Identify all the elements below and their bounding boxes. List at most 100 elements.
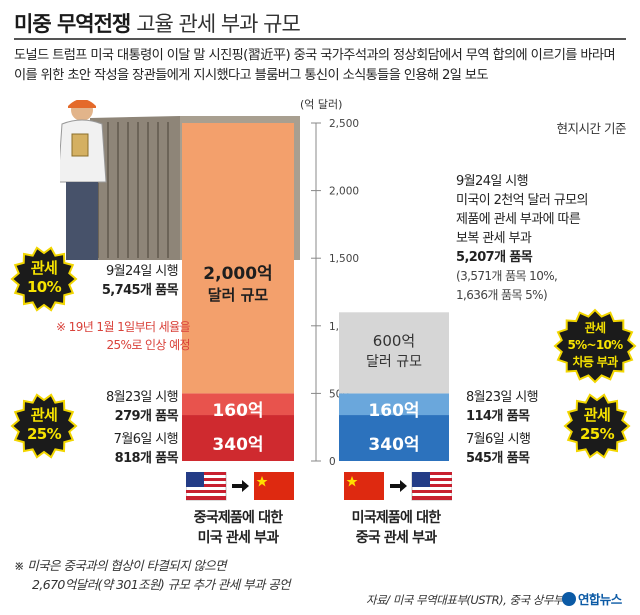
y-tick-label: 2,000 bbox=[329, 186, 359, 198]
bar-segment bbox=[339, 393, 449, 416]
arrow-right-icon bbox=[390, 480, 407, 492]
us-segment-2000-label: 2,000억 달러 규모 bbox=[182, 259, 294, 305]
cn-600-line1: 600억 bbox=[372, 332, 416, 350]
badge-us-25-line1: 관세 bbox=[30, 406, 58, 424]
us-2000-line2: 달러 규모 bbox=[207, 286, 269, 304]
cn-600-line2: 달러 규모 bbox=[366, 354, 422, 370]
cn-aug23-label: 8월23일 시행 114개 품목 bbox=[466, 388, 566, 426]
us-flag-icon bbox=[186, 472, 227, 501]
title-rule bbox=[14, 38, 626, 40]
cn-sep24-line1: 9월24일 시행 bbox=[456, 174, 529, 189]
y-tick-label: 2,500 bbox=[329, 118, 359, 130]
cn-340-text: 340억 bbox=[368, 435, 420, 455]
cn-sep24-line3: 제품에 관세 부과에 따른 bbox=[456, 212, 581, 227]
bars bbox=[182, 123, 449, 461]
us-caption-line1: 중국제품에 대한 bbox=[193, 510, 283, 526]
badge-cn-25: 관세 25% bbox=[563, 392, 631, 460]
us-jul6-label: 7월6일 시행 818개 품목 bbox=[88, 430, 179, 468]
title-sub: 고율 관세 부과 규모 bbox=[136, 12, 301, 36]
badge-cn-var-line2: 5%~10% bbox=[567, 338, 624, 352]
badge-cn-25-line2: 25% bbox=[579, 425, 615, 443]
unit-label: (억 달러) bbox=[300, 98, 343, 111]
us-aug23-date: 8월23일 시행 bbox=[106, 390, 179, 405]
us-sep24-items: 5,745개 품목 bbox=[101, 283, 179, 298]
cn-segment-340-label: 340억 bbox=[339, 430, 449, 455]
badge-us-10-line1: 관세 bbox=[30, 259, 58, 277]
badge-cn-var-line1: 관세 bbox=[584, 321, 606, 335]
cn-jul6-date: 7월6일 시행 bbox=[466, 432, 531, 447]
us-segment-160-label: 160억 bbox=[182, 396, 294, 421]
badge-us-25-line2: 25% bbox=[26, 425, 62, 443]
us-aug23-label: 8월23일 시행 279개 품목 bbox=[88, 388, 179, 426]
us-sep24-date: 9월24일 시행 bbox=[106, 264, 179, 279]
us-sep24-label: 9월24일 시행 5,745개 품목 bbox=[88, 262, 179, 300]
y-tick-label: 0 bbox=[329, 456, 336, 468]
badge-burst-shape bbox=[10, 393, 78, 459]
badge-burst-shape bbox=[553, 308, 637, 384]
us-caption: 중국제품에 대한 미국 관세 부과 bbox=[168, 508, 308, 548]
cn-160-text: 160억 bbox=[368, 401, 420, 421]
us-to-china-flags bbox=[186, 472, 294, 501]
cn-segment-160-label: 160억 bbox=[339, 396, 449, 421]
cn-jul6-items: 545개 품목 bbox=[466, 451, 530, 466]
cn-segment-600-label: 600억 달러 규모 bbox=[339, 330, 449, 371]
cn-caption: 미국제품에 대한 중국 관세 부과 bbox=[326, 508, 466, 548]
bar-segment bbox=[339, 312, 449, 394]
cn-sep24-line4: 보복 관세 부과 bbox=[456, 231, 532, 246]
worker-helmet bbox=[68, 100, 96, 108]
worker-pants bbox=[66, 182, 98, 260]
arrow-right-icon bbox=[232, 480, 249, 492]
y-tick-label: 1,500 bbox=[329, 253, 359, 265]
footnote-line2: 2,670억달러(약 301조원) 규모 추가 관세 부과 공언 bbox=[32, 577, 291, 592]
cn-aug23-date: 8월23일 시행 bbox=[466, 390, 539, 405]
yonhap-logo: 연합뉴스 bbox=[562, 589, 622, 608]
us-caption-line2: 미국 관세 부과 bbox=[197, 530, 279, 546]
badge-burst-shape bbox=[10, 246, 78, 312]
description: 도널드 트럼프 미국 대통령이 이달 말 시진핑(習近平) 중국 국가주석과의 … bbox=[14, 48, 616, 83]
title-main: 미중 무역전쟁 bbox=[14, 12, 131, 36]
cn-caption-line1: 미국제품에 대한 bbox=[351, 510, 441, 526]
cn-caption-line2: 중국 관세 부과 bbox=[355, 530, 437, 546]
bar-segment bbox=[182, 123, 294, 394]
us-aug23-items: 279개 품목 bbox=[114, 409, 179, 424]
cn-sep24-line6: (3,571개 품목 10%, bbox=[456, 269, 558, 283]
us-flag-icon bbox=[411, 472, 452, 501]
bar-segment bbox=[339, 415, 449, 461]
us-160-text: 160억 bbox=[212, 401, 264, 421]
us-rate-note: ※ 19년 1월 1일부터 세율을 25%로 인상 예정 bbox=[50, 318, 191, 354]
badge-cn-25-line1: 관세 bbox=[583, 406, 611, 424]
china-flag-icon bbox=[344, 472, 384, 500]
badge-us-25: 관세 25% bbox=[10, 392, 78, 460]
us-340-text: 340억 bbox=[212, 435, 264, 455]
cn-jul6-label: 7월6일 시행 545개 품목 bbox=[466, 430, 566, 468]
us-jul6-date: 7월6일 시행 bbox=[113, 432, 179, 447]
footnote-line1: ※ 미국은 중국과의 협상이 타결되지 않으면 bbox=[14, 558, 227, 573]
cn-aug23-items: 114개 품목 bbox=[466, 409, 530, 424]
cn-sep24-label: 9월24일 시행 미국이 2천억 달러 규모의 제품에 관세 부과에 따른 보복… bbox=[456, 172, 636, 305]
china-to-us-flags bbox=[344, 472, 452, 501]
cn-sep24-line2: 미국이 2천억 달러 규모의 bbox=[456, 193, 588, 208]
source: 자료/ 미국 무역대표부(USTR), 중국 상무부 bbox=[366, 593, 563, 607]
yonhap-logo-text: 연합뉴스 bbox=[578, 592, 622, 607]
title: 미중 무역전쟁 고율 관세 부과 규모 bbox=[14, 8, 301, 38]
us-rate-note-line2: 25%로 인상 예정 bbox=[106, 338, 190, 352]
yonhap-logo-icon bbox=[562, 592, 576, 606]
time-basis-note: 현지시간 기준 bbox=[556, 121, 627, 136]
us-rate-note-line1: ※ 19년 1월 1일부터 세율을 bbox=[56, 320, 191, 334]
footnote: ※ 미국은 중국과의 협상이 타결되지 않으면 2,670억달러(약 301조원… bbox=[14, 556, 291, 594]
cn-sep24-items: 5,207개 품목 bbox=[456, 250, 533, 265]
bar-segment bbox=[182, 415, 294, 461]
cn-sep24-line7: 1,636개 품목 5%) bbox=[456, 288, 548, 302]
us-jul6-items: 818개 품목 bbox=[114, 451, 179, 466]
china-flag-icon bbox=[254, 472, 294, 500]
badge-cn-variable: 관세 5%~10% 차등 부과 bbox=[553, 308, 637, 384]
bar-segment bbox=[182, 393, 294, 416]
us-segment-340-label: 340억 bbox=[182, 430, 294, 455]
badge-us-10: 관세 10% bbox=[10, 245, 78, 313]
badge-burst-shape bbox=[563, 393, 631, 459]
us-2000-line1: 2,000억 bbox=[203, 264, 273, 284]
badge-cn-var-line3: 차등 부과 bbox=[572, 355, 619, 369]
badge-us-10-line2: 10% bbox=[26, 278, 62, 296]
worker-clipboard bbox=[71, 133, 89, 157]
